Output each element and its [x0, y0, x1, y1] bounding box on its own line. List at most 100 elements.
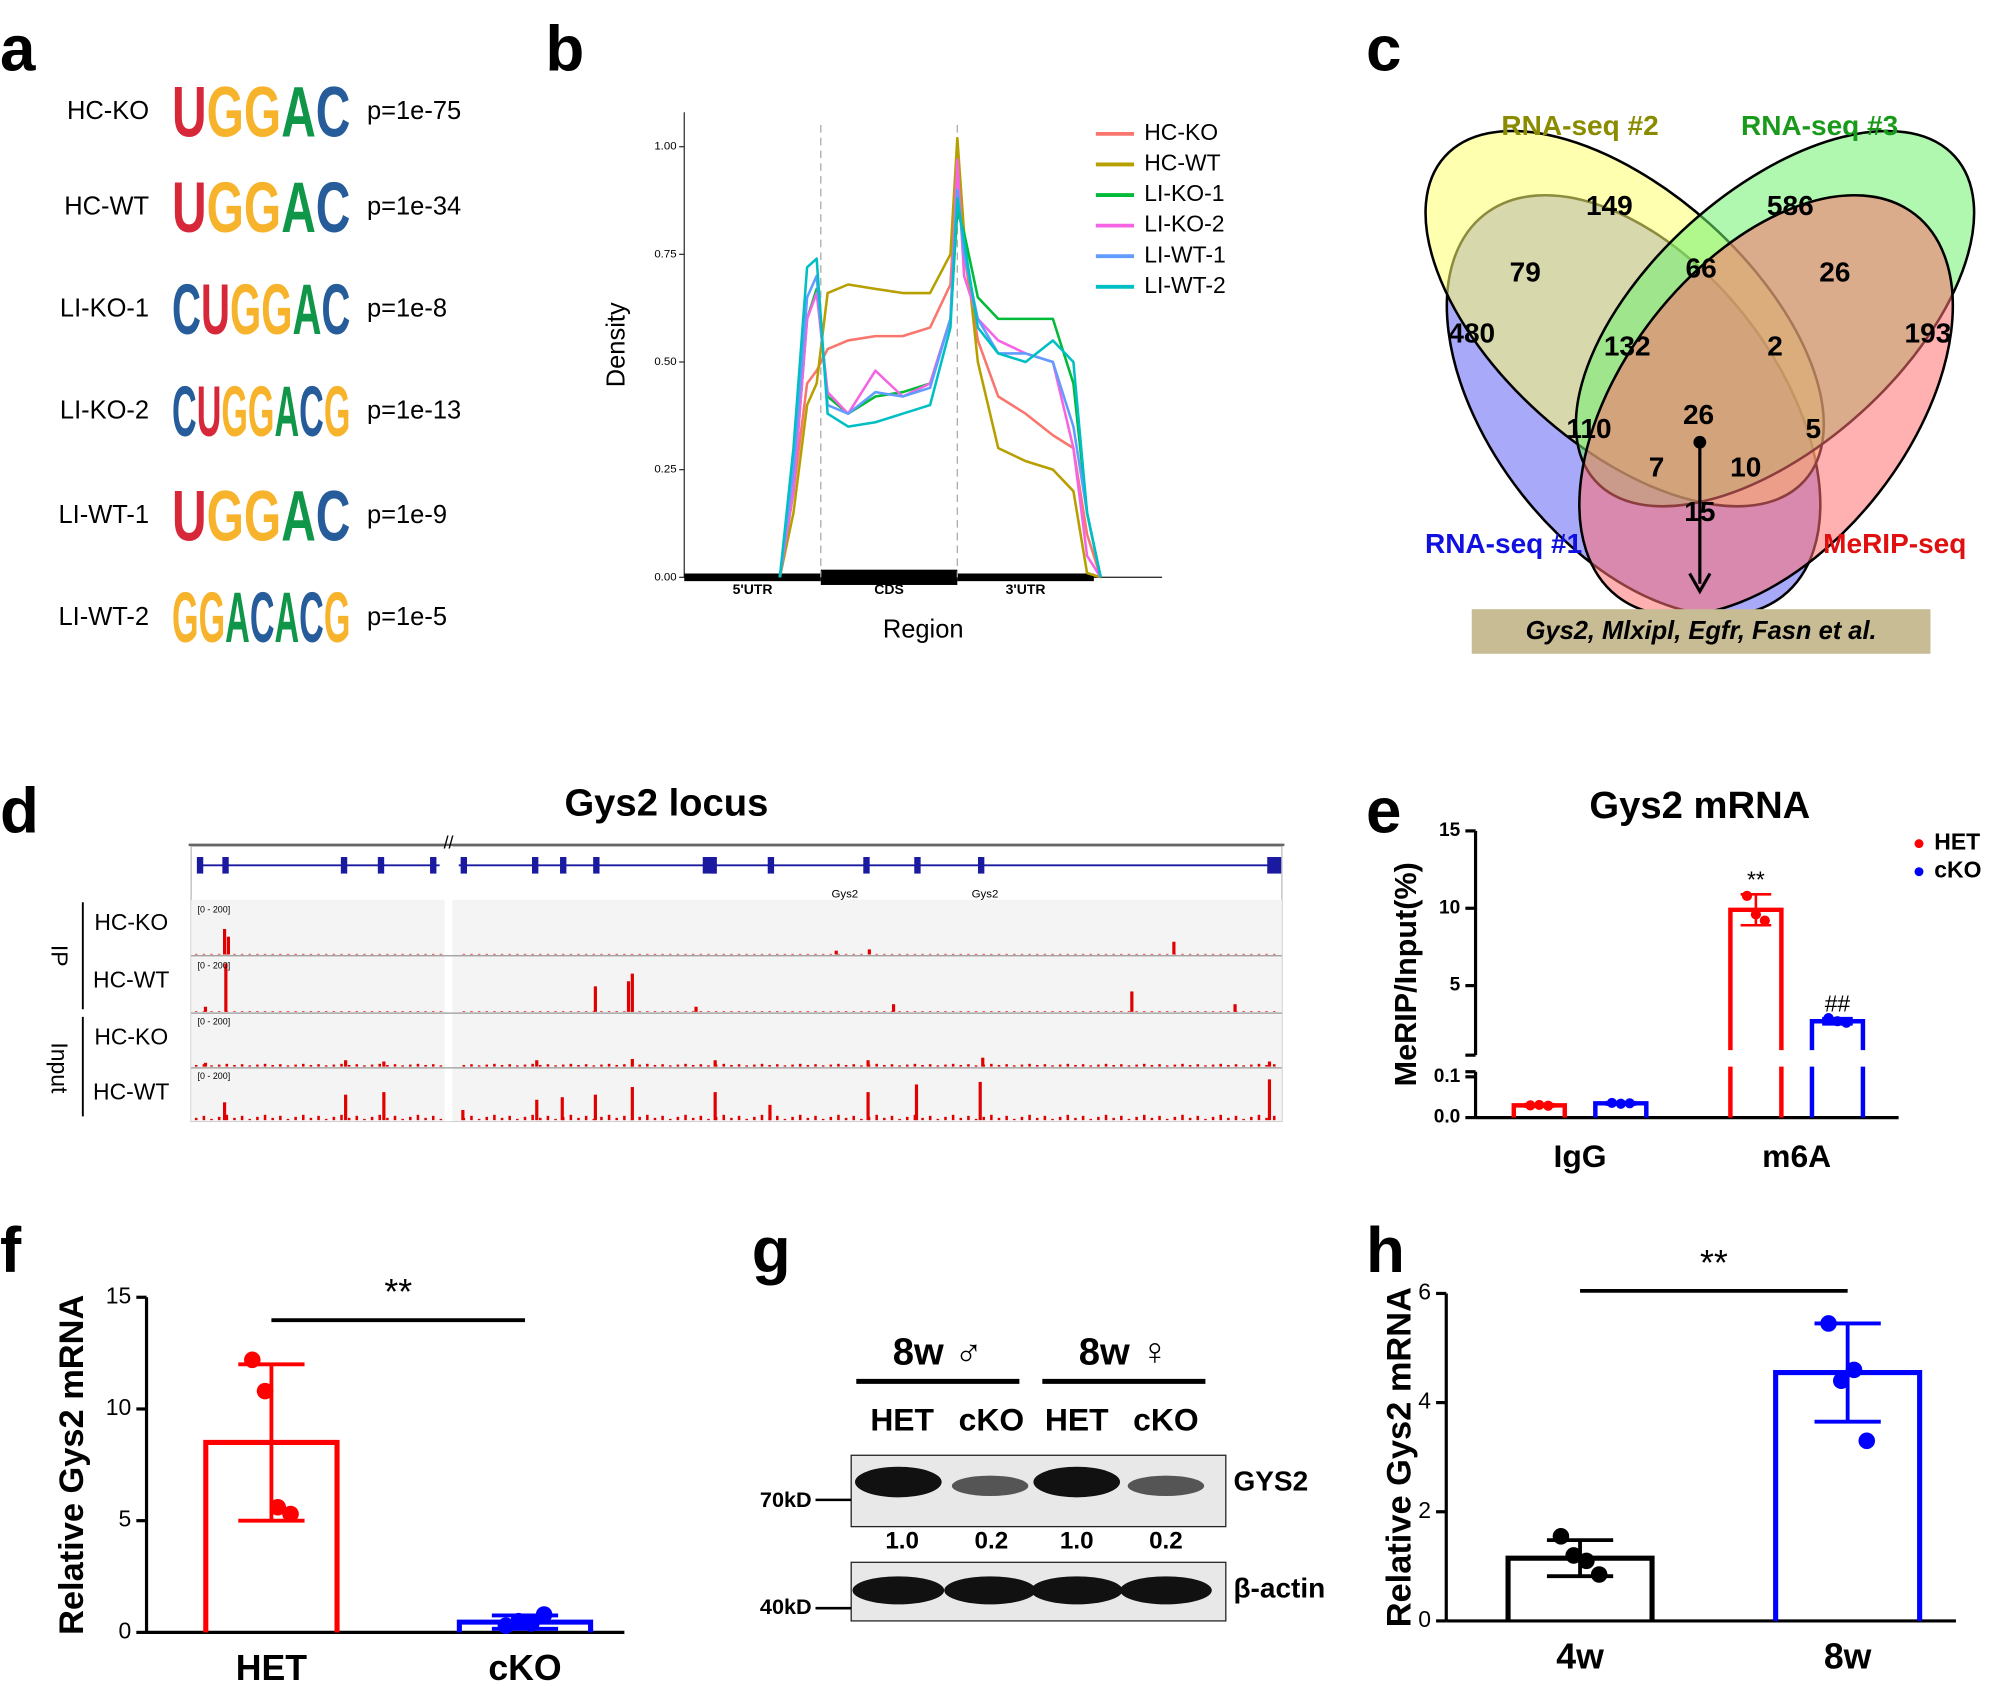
peak: [974, 1011, 978, 1012]
peak: [1257, 953, 1261, 955]
peak: [883, 1011, 886, 1012]
peak: [997, 953, 1001, 955]
data-point: [1590, 1566, 1608, 1583]
peak: [569, 953, 573, 955]
peak: [1013, 1065, 1016, 1067]
peak: [1181, 1011, 1184, 1012]
peak: [760, 953, 764, 955]
peak: [561, 953, 565, 955]
peak: [485, 1011, 489, 1012]
peak: [1081, 1115, 1085, 1121]
peak: [814, 1115, 817, 1121]
y-tick-label: 0.1: [1434, 1066, 1461, 1087]
peak: [630, 1087, 634, 1121]
peak: [531, 953, 534, 955]
peak: [1089, 1011, 1093, 1012]
peak: [1081, 1011, 1085, 1012]
peak: [317, 1011, 320, 1012]
peak: [370, 1011, 374, 1012]
peak: [363, 953, 366, 955]
y-label: Density: [603, 302, 631, 387]
peak: [225, 1114, 229, 1121]
region-label: 3'UTR: [1006, 581, 1046, 597]
peak: [1204, 1118, 1207, 1121]
density-line: [778, 188, 1102, 578]
peak: [1074, 1011, 1077, 1012]
peak: [1127, 1118, 1131, 1121]
density-line: [778, 197, 1102, 578]
legend-label: LI-KO-2: [1144, 211, 1224, 237]
gene-track: [196, 857, 1282, 874]
peak: [1104, 1063, 1108, 1067]
peak: [477, 1118, 481, 1121]
peak: [332, 953, 336, 955]
gene-label: Gys2: [972, 889, 999, 901]
peak: [967, 1115, 970, 1121]
peak: [516, 1118, 519, 1121]
data-point: [1845, 1361, 1863, 1379]
data-point: [1552, 1528, 1570, 1545]
data-point: [523, 1615, 540, 1632]
peak: [1196, 1011, 1200, 1012]
peak: [898, 953, 901, 955]
peak: [1104, 953, 1108, 955]
peak: [600, 1064, 603, 1067]
venn-count: 110: [1566, 413, 1611, 444]
y-tick-label: 0.50: [654, 356, 676, 368]
peak: [1120, 953, 1123, 955]
peak: [1058, 1116, 1062, 1121]
exon: [863, 857, 870, 874]
y-label: Relative Gys2 mRNA: [1381, 1287, 1419, 1627]
peak: [279, 1115, 282, 1121]
peak: [309, 1117, 313, 1121]
peak: [1020, 1064, 1024, 1067]
peak: [875, 1011, 878, 1012]
peak: [355, 1011, 359, 1012]
peak: [493, 953, 496, 955]
peak: [561, 1011, 565, 1012]
peak: [1173, 1011, 1177, 1012]
peak: [875, 953, 878, 955]
venn-arrow-head: [1688, 572, 1712, 595]
peak: [1173, 1116, 1177, 1121]
peak: [1227, 1064, 1230, 1067]
peak: [470, 1115, 473, 1121]
peak: [256, 1116, 259, 1121]
peak: [577, 1064, 580, 1067]
peak: [546, 1064, 550, 1067]
peak: [1081, 953, 1085, 955]
peak: [1005, 1064, 1008, 1067]
peak: [592, 1065, 596, 1067]
peak: [279, 953, 282, 955]
peak: [722, 953, 726, 955]
peak: [577, 1117, 580, 1121]
peak: [222, 1102, 227, 1121]
track-label: HC-WT: [93, 1078, 169, 1104]
peak: [378, 1011, 381, 1012]
peak: [240, 1064, 244, 1067]
peak: [1028, 1114, 1031, 1121]
peak: [844, 1064, 848, 1067]
peak: [600, 1011, 603, 1012]
peak: [829, 1064, 833, 1067]
set-label: MeRIP-seq: [1823, 528, 1966, 559]
peak: [676, 1011, 680, 1012]
peak: [1058, 953, 1062, 955]
peak: [776, 1115, 779, 1121]
peak: [684, 1114, 687, 1121]
peak: [783, 953, 787, 955]
peak: [821, 1011, 825, 1012]
peak: [439, 1011, 443, 1012]
peak: [271, 953, 274, 955]
x-tick-label: cKO: [488, 1648, 561, 1686]
peak: [485, 953, 489, 955]
motif-p: p=1e-75: [367, 97, 461, 125]
peak: [1257, 1114, 1261, 1121]
peak: [286, 1065, 290, 1067]
peak: [1142, 1114, 1146, 1121]
peak: [240, 1011, 244, 1012]
peak: [829, 953, 833, 955]
data-point: [1578, 1552, 1595, 1570]
peak: [1035, 1064, 1039, 1067]
peak: [382, 1092, 386, 1121]
